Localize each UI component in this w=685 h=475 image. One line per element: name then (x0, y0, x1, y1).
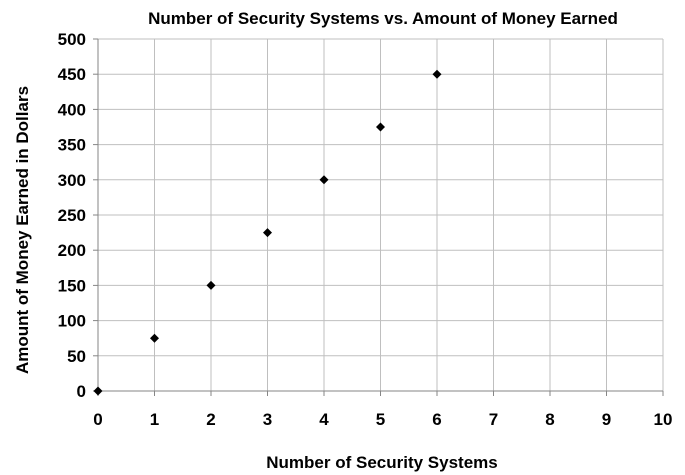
x-tick-label: 9 (602, 410, 611, 429)
chart-title: Number of Security Systems vs. Amount of… (148, 9, 618, 28)
x-tick-label: 3 (263, 410, 272, 429)
x-tick-label: 10 (654, 410, 673, 429)
x-tick-label: 1 (150, 410, 159, 429)
y-tick-label: 400 (58, 100, 86, 119)
y-tick-label: 100 (58, 312, 86, 331)
y-tick-label: 50 (67, 347, 86, 366)
x-tick-label: 7 (489, 410, 498, 429)
y-tick-label: 500 (58, 30, 86, 49)
x-tick-label: 8 (545, 410, 554, 429)
x-tick-labels: 0 1 2 3 4 5 6 7 8 9 10 (93, 410, 672, 429)
y-tick-labels: 0 50 100 150 200 250 300 350 400 450 500 (58, 30, 86, 401)
y-tick-label: 350 (58, 136, 86, 155)
y-axis-label: Amount of Money Earned in Dollars (13, 86, 32, 374)
grid (98, 38, 664, 391)
y-tick-label: 250 (58, 206, 86, 225)
data-point (93, 386, 103, 396)
data-point (319, 175, 329, 185)
y-tick-label: 300 (58, 171, 86, 190)
y-tick-label: 200 (58, 241, 86, 260)
y-tick-label: 150 (58, 276, 86, 295)
x-axis-label: Number of Security Systems (266, 453, 497, 472)
axes (93, 38, 664, 396)
data-point (150, 333, 159, 343)
y-tick-label: 0 (77, 382, 86, 401)
x-tick-label: 0 (93, 410, 102, 429)
x-tick-label: 5 (376, 410, 385, 429)
x-tick-label: 4 (319, 410, 329, 429)
data-points (93, 69, 442, 396)
data-point (263, 228, 272, 238)
data-point (376, 122, 385, 132)
data-point (432, 69, 442, 79)
x-tick-label: 6 (432, 410, 441, 429)
y-tick-label: 450 (58, 65, 86, 84)
data-point (206, 280, 216, 290)
x-tick-label: 2 (206, 410, 215, 429)
